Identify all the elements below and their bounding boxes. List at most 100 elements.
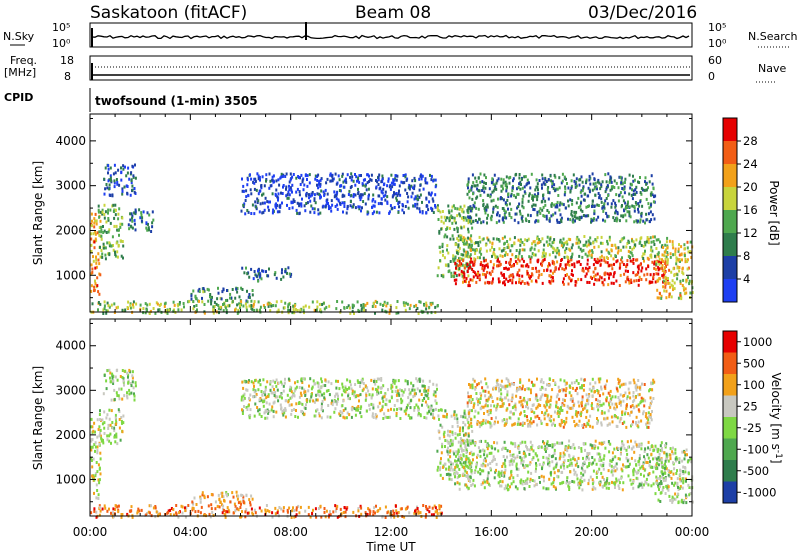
heatmap-cell	[120, 166, 122, 170]
heatmap-cell	[257, 388, 260, 392]
heatmap-cell	[458, 267, 461, 270]
heatmap-cell	[275, 206, 278, 210]
heatmap-cell	[572, 273, 574, 277]
heatmap-cell	[610, 249, 613, 253]
heatmap-cell	[352, 179, 355, 183]
heatmap-cell	[624, 382, 627, 386]
heatmap-cell	[473, 205, 476, 209]
heatmap-cell	[468, 459, 471, 463]
heatmap-cell	[304, 304, 307, 308]
heatmap-cell	[465, 250, 468, 254]
heatmap-cell	[306, 178, 308, 181]
heatmap-cell	[400, 397, 402, 401]
heatmap-cell	[537, 192, 540, 196]
heatmap-cell	[595, 462, 598, 466]
heatmap-cell	[443, 430, 446, 434]
heatmap-cell	[299, 183, 302, 186]
heatmap-cell	[598, 441, 601, 445]
heatmap-cell	[109, 432, 112, 436]
heatmap-cell	[416, 307, 419, 310]
heatmap-cell	[588, 188, 591, 192]
heatmap-cell	[346, 388, 349, 391]
heatmap-cell	[241, 288, 244, 291]
heatmap-cell	[467, 466, 470, 470]
heatmap-cell	[686, 267, 689, 271]
heatmap-cell	[483, 264, 486, 268]
heatmap-cell	[629, 478, 632, 482]
heatmap-cell	[474, 252, 477, 255]
heatmap-cell	[534, 203, 537, 207]
heatmap-cell	[252, 302, 255, 306]
heatmap-cell	[350, 185, 353, 188]
heatmap-cell	[537, 249, 540, 253]
heatmap-cell	[454, 282, 457, 286]
heatmap-cell	[427, 208, 430, 212]
heatmap-cell	[580, 475, 583, 479]
heatmap-cell	[90, 425, 92, 429]
heatmap-cell	[579, 204, 582, 208]
heatmap-cell	[409, 391, 412, 395]
heatmap-cell	[458, 212, 461, 216]
heatmap-cell	[488, 395, 491, 399]
heatmap-cell	[420, 309, 423, 313]
heatmap-cell	[360, 174, 362, 177]
heatmap-cell	[381, 178, 384, 182]
heatmap-cell	[306, 174, 309, 178]
heatmap-cell	[460, 457, 463, 461]
heatmap-cell	[613, 447, 616, 451]
heatmap-cell	[658, 260, 660, 264]
heatmap-cell	[561, 179, 564, 183]
heatmap-cell	[640, 211, 643, 215]
heatmap-cell	[634, 192, 637, 196]
heatmap-cell	[292, 173, 295, 176]
heatmap-cell	[243, 271, 246, 275]
heatmap-cell	[300, 202, 303, 206]
heatmap-cell	[436, 449, 439, 453]
heatmap-cell	[591, 446, 594, 450]
heatmap-cell	[442, 253, 444, 257]
heatmap-cell	[585, 457, 588, 461]
heatmap-cell	[229, 500, 232, 504]
heatmap-cell	[520, 281, 522, 285]
heatmap-cell	[481, 189, 484, 192]
heatmap-cell	[180, 308, 183, 312]
heatmap-cell	[614, 243, 617, 247]
heatmap-cell	[686, 258, 689, 262]
heatmap-cell	[659, 485, 661, 489]
heatmap-cell	[505, 187, 508, 191]
heatmap-cell	[523, 455, 526, 459]
heatmap-cell	[472, 192, 474, 196]
heatmap-cell	[528, 485, 531, 488]
heatmap-cell	[271, 192, 274, 196]
heatmap-cell	[277, 381, 280, 385]
heatmap-cell	[450, 275, 453, 278]
heatmap-cell	[253, 187, 256, 191]
heatmap-cell	[298, 176, 300, 179]
heatmap-cell	[367, 194, 370, 198]
heatmap-cell	[406, 192, 409, 195]
heatmap-cell	[553, 478, 555, 482]
heatmap-cell	[461, 263, 464, 267]
heatmap-cell	[654, 267, 657, 271]
heatmap-cell	[269, 309, 272, 313]
heatmap-cell	[231, 300, 234, 304]
heatmap-cell	[580, 466, 583, 470]
heatmap-cell	[199, 495, 202, 499]
heatmap-cell	[467, 215, 470, 219]
heatmap-cell	[610, 464, 613, 468]
heatmap-cell	[662, 273, 665, 277]
heatmap-cell	[446, 433, 449, 437]
heatmap-cell	[633, 450, 636, 454]
heatmap-cell	[381, 396, 384, 400]
heatmap-cell	[360, 209, 362, 213]
colorbar-tick-label: 20	[743, 180, 758, 194]
heatmap-cell	[365, 409, 368, 413]
heatmap-cell	[574, 470, 577, 474]
heatmap-cell	[668, 268, 671, 272]
heatmap-cell	[359, 381, 362, 385]
heatmap-cell	[641, 255, 644, 259]
heatmap-cell	[449, 442, 451, 446]
heatmap-cell	[358, 194, 361, 198]
heatmap-cell	[268, 409, 271, 413]
heatmap-cell	[610, 180, 613, 184]
